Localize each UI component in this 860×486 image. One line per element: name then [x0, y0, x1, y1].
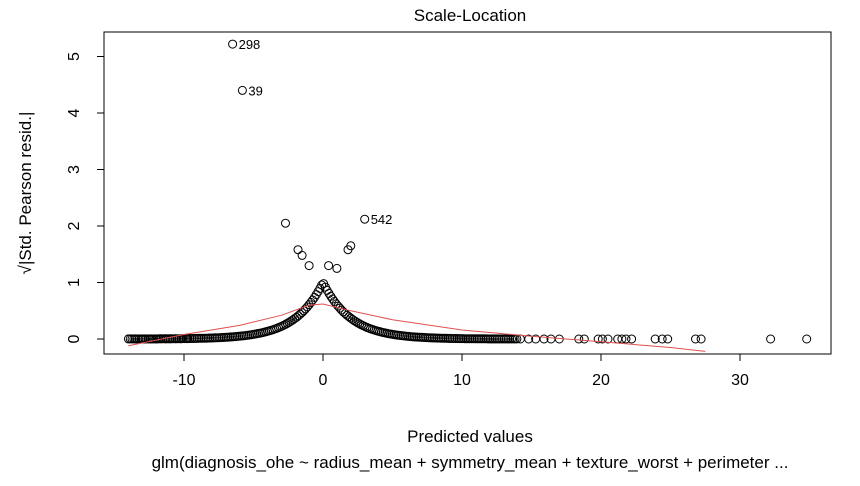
data-point — [146, 334, 156, 344]
data-point — [627, 334, 637, 344]
data-point — [663, 334, 673, 344]
data-point — [130, 334, 140, 344]
x-tick-label: 10 — [453, 372, 471, 389]
subtitle-formula: glm(diagnosis_ohe ~ radius_mean + symmet… — [152, 453, 789, 472]
data-point — [324, 261, 334, 271]
data-point — [657, 334, 667, 344]
data-point — [228, 39, 238, 49]
data-point — [802, 334, 812, 344]
data-point — [165, 334, 175, 344]
smooth-line — [128, 303, 706, 352]
data-point — [171, 334, 181, 344]
chart-title: Scale-Location — [414, 6, 526, 25]
data-point — [579, 334, 589, 344]
data-point — [539, 334, 549, 344]
y-tick-label: 1 — [66, 278, 83, 287]
y-axis-title: √|Std. Pearson resid.| — [16, 112, 35, 275]
y-tick-label: 4 — [66, 108, 83, 117]
data-point — [691, 334, 700, 344]
y-tick-label: 0 — [66, 334, 83, 343]
data-point — [524, 334, 534, 344]
point-label: 39 — [248, 83, 262, 98]
data-point — [324, 288, 334, 298]
data-point — [297, 250, 307, 260]
x-tick-label: 0 — [319, 372, 328, 389]
data-point — [617, 334, 627, 344]
data-point — [360, 214, 370, 224]
data-point — [332, 263, 342, 273]
point-label: 298 — [239, 37, 261, 52]
y-tick-label: 2 — [66, 221, 83, 230]
data-point — [766, 334, 776, 344]
y-tick-label: 3 — [66, 165, 83, 174]
point-label: 542 — [371, 212, 393, 227]
data-point — [597, 334, 607, 344]
data-point — [621, 334, 631, 344]
data-point — [237, 85, 247, 95]
data-point — [346, 241, 356, 251]
data-point — [304, 261, 314, 271]
data-point — [650, 334, 660, 344]
data-point — [281, 218, 290, 228]
data-point — [182, 334, 192, 344]
axes: -10 0 10 20 30 0 1 2 3 4 5 — [66, 52, 749, 389]
x-tick-label: 30 — [731, 372, 749, 389]
data-point — [293, 245, 303, 255]
data-points: 298 39 542 — [123, 37, 812, 352]
plot-box — [103, 31, 832, 355]
data-point — [603, 334, 613, 344]
x-axis-title: Predicted values — [407, 427, 533, 446]
x-tick-label: -10 — [172, 372, 195, 389]
data-point — [593, 334, 603, 344]
data-point — [574, 334, 584, 344]
data-point — [696, 334, 706, 344]
x-tick-label: 20 — [592, 372, 610, 389]
y-tick-label: 5 — [66, 52, 83, 61]
